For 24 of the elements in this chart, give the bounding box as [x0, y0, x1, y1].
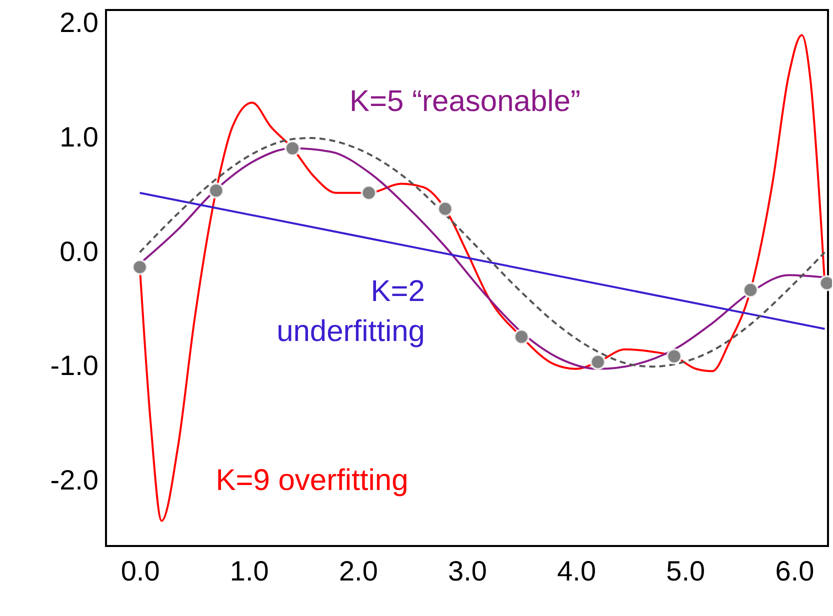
point	[666, 348, 682, 364]
y-tick-label: 2.0	[60, 7, 98, 38]
x-tick-label: 6.0	[775, 556, 814, 586]
annotation: K=5 “reasonable”	[350, 85, 580, 118]
y-tick-label: 1.0	[60, 122, 98, 152]
x-tick-label: 2.0	[338, 556, 378, 586]
annotation: K=9 overfitting	[216, 464, 408, 497]
x-tick-label: 5.0	[666, 556, 706, 586]
x-tick-label: 1.0	[230, 556, 269, 586]
point	[360, 184, 377, 201]
x-tick-label: 3.0	[448, 556, 487, 586]
x-tick-label: 0.0	[120, 556, 160, 586]
point	[513, 328, 530, 345]
y-tick-label: 0.0	[60, 236, 98, 267]
annotation: K=2 underfitting	[276, 275, 425, 348]
y-tick-label: -1.0	[50, 350, 98, 382]
point	[208, 182, 224, 199]
point	[132, 259, 148, 276]
y-tick-label: -2.0	[50, 464, 98, 496]
point	[742, 282, 759, 298]
point	[437, 200, 454, 217]
point	[284, 140, 301, 156]
x-tick-label: 4.0	[557, 556, 596, 586]
point	[590, 354, 606, 370]
